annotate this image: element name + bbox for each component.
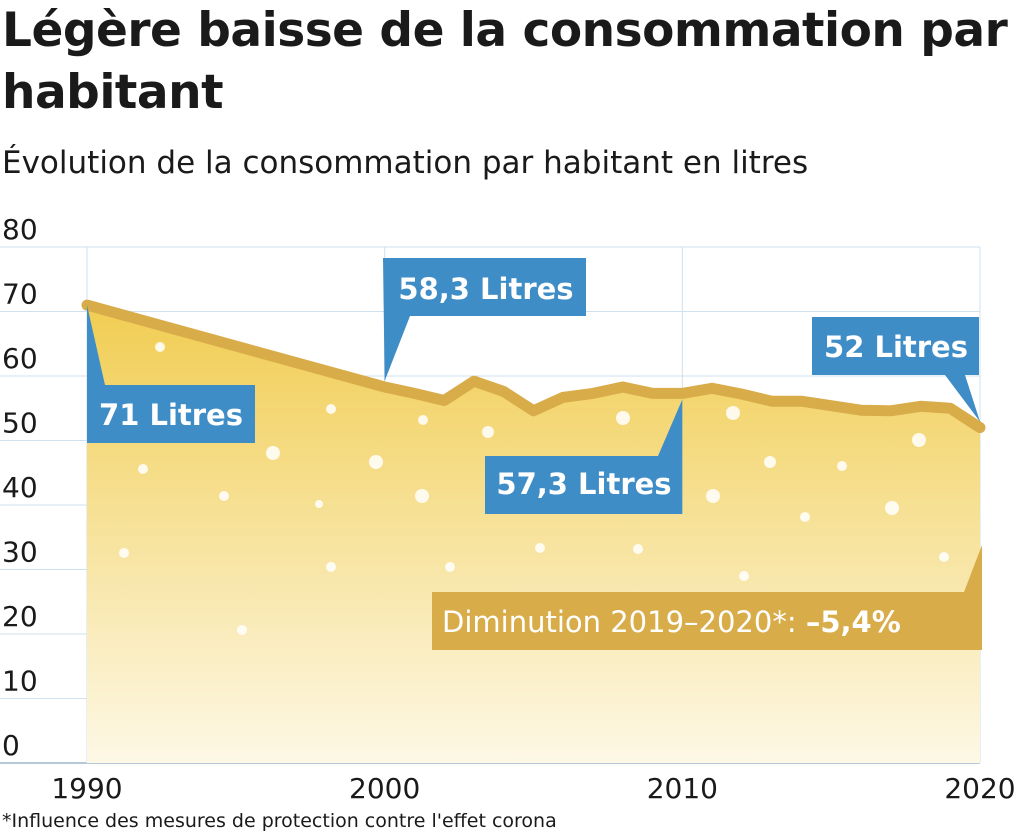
callout-71-box (87, 305, 255, 443)
bubble (764, 456, 776, 468)
chart-subtitle: Évolution de la consommation par habitan… (2, 145, 809, 181)
bubble (616, 411, 630, 425)
bubble (445, 562, 455, 572)
bubble (415, 489, 429, 503)
bubble (237, 625, 247, 635)
bubble (266, 446, 280, 460)
callout-58-3-box (383, 258, 586, 381)
bubble (155, 342, 165, 352)
bubble (706, 489, 720, 503)
callout-52-box (812, 317, 980, 422)
y-tick-label: 80 (2, 213, 38, 246)
bubble (369, 455, 383, 469)
bubble (885, 501, 899, 515)
x-tick-label: 2010 (647, 772, 718, 805)
callouts: 71 Litres 58,3 Litres 57,3 Litres 52 Lit… (87, 258, 982, 650)
bubble (739, 571, 749, 581)
bubble (326, 562, 336, 572)
bubble (633, 544, 643, 554)
y-tick-label: 60 (2, 342, 38, 375)
footnote: *Influence des mesures de protection con… (2, 810, 557, 832)
bubble (800, 512, 810, 522)
y-tick-label: 30 (2, 536, 38, 569)
y-tick-label: 40 (2, 471, 38, 504)
series-line (81, 299, 986, 434)
line-layer (81, 299, 986, 434)
x-tick-label: 2020 (944, 772, 1015, 805)
decrease-note-box (432, 545, 982, 650)
y-tick-label: 10 (2, 665, 38, 698)
decrease-note: Diminution 2019–2020*: –5,4% (432, 545, 982, 650)
y-tick-label: 0 (2, 729, 20, 762)
callout-71-label: 71 Litres (99, 398, 243, 432)
bubble (418, 415, 428, 425)
x-tick-label: 2000 (349, 772, 420, 805)
chart-title: Légère baisse de la consommation par hab… (2, 3, 1008, 120)
y-tick-label: 50 (2, 407, 38, 440)
bubble (837, 461, 847, 471)
callout-58-3: 58,3 Litres (383, 258, 586, 381)
callout-57-3-box (485, 399, 683, 514)
bubble (482, 426, 494, 438)
decrease-note-label: Diminution 2019–2020*: (442, 605, 806, 639)
bubble (119, 548, 129, 558)
axis-labels: 0 10 20 30 40 50 60 70 80 1990 2000 2010 2020 (2, 213, 1016, 805)
decorative-bubbles (119, 342, 949, 635)
bubble (939, 552, 949, 562)
bubble (912, 433, 926, 447)
bubble (535, 543, 545, 553)
y-tick-label: 70 (2, 278, 38, 311)
decrease-note-text: Diminution 2019–2020*: –5,4% (442, 605, 901, 639)
callout-52-label: 52 Litres (824, 330, 968, 364)
callout-52: 52 Litres (812, 317, 980, 422)
bubble (315, 500, 323, 508)
decrease-note-value: –5,4% (806, 605, 901, 639)
callout-57-3-label: 57,3 Litres (496, 467, 671, 501)
bubble (138, 464, 148, 474)
bubble (219, 491, 229, 501)
bubble (326, 404, 336, 414)
x-tick-label: 1990 (51, 772, 122, 805)
callout-71: 71 Litres (87, 305, 255, 443)
callout-58-3-label: 58,3 Litres (398, 272, 573, 306)
y-tick-label: 20 (2, 600, 38, 633)
bubble (726, 406, 740, 420)
callout-57-3: 57,3 Litres (485, 399, 683, 514)
